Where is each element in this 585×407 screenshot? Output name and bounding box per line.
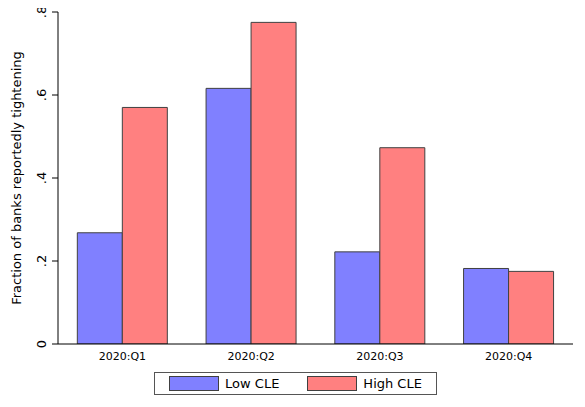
svg-text:2020:Q2: 2020:Q2 <box>227 350 274 363</box>
svg-text:Fraction of banks reportedly t: Fraction of banks reportedly tightening <box>9 51 24 305</box>
svg-text:.4: .4 <box>34 172 49 184</box>
svg-text:2020:Q4: 2020:Q4 <box>485 350 532 363</box>
svg-text:2020:Q1: 2020:Q1 <box>99 350 146 363</box>
svg-text:.6: .6 <box>34 89 49 101</box>
svg-text:2020:Q3: 2020:Q3 <box>356 350 403 363</box>
svg-text:0: 0 <box>34 340 49 348</box>
svg-text:.8: .8 <box>34 8 49 18</box>
html-text:High CLE: High CLE <box>363 376 422 391</box>
html-text:Low CLE: Low CLE <box>225 376 280 391</box>
svg-text:.2: .2 <box>34 255 49 267</box>
